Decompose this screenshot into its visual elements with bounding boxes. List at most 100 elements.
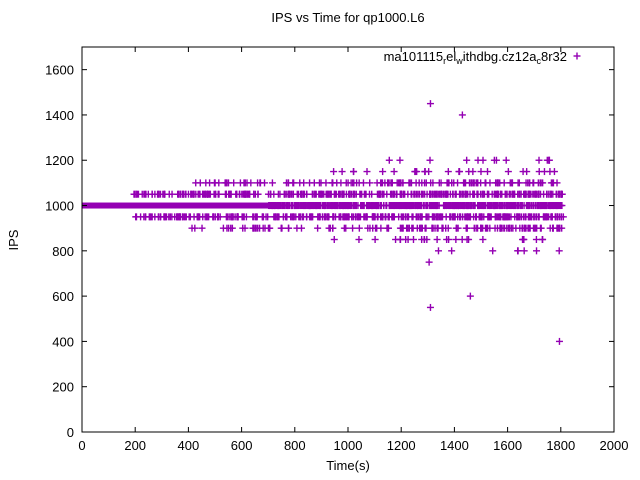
data-point-marker (306, 179, 314, 187)
data-point-marker (437, 179, 445, 187)
data-point-marker (284, 179, 292, 187)
data-point-marker (191, 224, 199, 232)
data-point-marker (452, 236, 460, 243)
data-point-marker (334, 202, 342, 210)
data-point-marker (371, 202, 379, 210)
data-point-marker (277, 224, 285, 232)
data-point-marker (215, 179, 223, 187)
data-point-marker (396, 224, 404, 232)
data-point-marker (355, 236, 363, 243)
data-point-marker (219, 224, 227, 232)
data-point-marker (285, 224, 293, 232)
data-point-marker (509, 224, 517, 232)
y-tick-label: 1400 (45, 108, 74, 123)
data-point-marker (362, 213, 370, 221)
data-point-marker (512, 202, 520, 210)
data-point-marker (463, 224, 471, 232)
data-point-marker (453, 224, 461, 232)
data-point-marker (236, 179, 244, 187)
chart-title: IPS vs Time for qp1000.L6 (271, 10, 424, 25)
data-point-marker (520, 236, 528, 243)
data-point-marker (366, 179, 374, 187)
data-point-marker (437, 213, 445, 221)
data-point-marker (355, 179, 363, 187)
data-point-marker (524, 190, 532, 198)
x-tick-label: 200 (124, 438, 146, 453)
data-point-marker (544, 202, 552, 210)
data-point-marker (504, 168, 512, 176)
data-point-marker (500, 179, 508, 187)
y-tick-label: 200 (52, 380, 74, 395)
data-point-marker (270, 213, 278, 221)
data-point-marker (533, 247, 541, 255)
data-point-marker (298, 202, 306, 210)
data-point-marker (254, 179, 262, 187)
data-point-marker (141, 190, 149, 198)
data-point-marker (426, 156, 434, 164)
data-point-marker (502, 156, 510, 164)
data-point-marker (233, 213, 241, 221)
data-point-marker (326, 224, 334, 232)
data-point-marker (429, 224, 437, 232)
data-point-marker (470, 224, 478, 232)
data-point-marker (242, 213, 250, 221)
data-point-marker (555, 247, 563, 255)
data-point-marker (252, 213, 260, 221)
data-point-marker (154, 190, 162, 198)
data-point-marker (489, 247, 497, 255)
data-point-marker (350, 168, 358, 176)
data-point-marker (493, 179, 501, 187)
data-point-marker (444, 168, 452, 176)
data-point-marker (140, 213, 148, 221)
data-point-marker (406, 179, 414, 187)
data-point-marker (216, 213, 224, 221)
x-axis-title: Time(s) (326, 458, 370, 473)
data-point-marker (421, 168, 429, 176)
data-point-marker (352, 202, 360, 210)
y-tick-label: 1200 (45, 153, 74, 168)
data-point-marker (484, 190, 492, 198)
data-point-marker (322, 179, 330, 187)
data-point-marker (206, 179, 214, 187)
data-point-marker (308, 213, 316, 221)
axes-group (81, 46, 615, 433)
data-point-marker (573, 52, 581, 60)
data-point-marker (325, 213, 333, 221)
data-point-marker (411, 168, 419, 176)
data-point-marker (466, 213, 474, 221)
data-point-marker (297, 213, 305, 221)
data-point-marker (175, 190, 183, 198)
data-markers-group (82, 100, 567, 345)
data-point-marker (456, 213, 464, 221)
data-point-marker (266, 190, 274, 198)
data-point-marker (194, 213, 202, 221)
data-point-marker (484, 168, 492, 176)
data-point-marker (205, 190, 213, 198)
legend: ma101115relwithdbg.cz12ac8r32 (384, 49, 581, 66)
data-point-marker (427, 190, 435, 198)
data-point-marker (466, 292, 474, 300)
data-point-marker (385, 213, 393, 221)
data-point-marker (516, 224, 524, 232)
data-point-marker (475, 213, 483, 221)
x-tick-label: 1000 (334, 438, 363, 453)
data-point-marker (408, 202, 416, 210)
data-point-marker (244, 190, 252, 198)
data-point-marker (470, 190, 478, 198)
data-point-marker (463, 156, 471, 164)
data-point-marker (533, 190, 541, 198)
data-point-marker (278, 202, 286, 210)
x-tick-label: 2000 (600, 438, 629, 453)
data-point-marker (297, 190, 305, 198)
x-tick-label: 1400 (440, 438, 469, 453)
data-point-marker (195, 190, 203, 198)
data-point-marker (444, 179, 452, 187)
data-point-marker (376, 190, 384, 198)
data-point-marker (535, 213, 543, 221)
legend-label: ma101115relwithdbg.cz12ac8r32 (384, 49, 567, 66)
data-point-marker (333, 179, 341, 187)
data-point-marker (384, 179, 392, 187)
data-point-marker (342, 202, 350, 210)
x-tick-label: 1800 (546, 438, 575, 453)
data-point-marker (388, 190, 396, 198)
